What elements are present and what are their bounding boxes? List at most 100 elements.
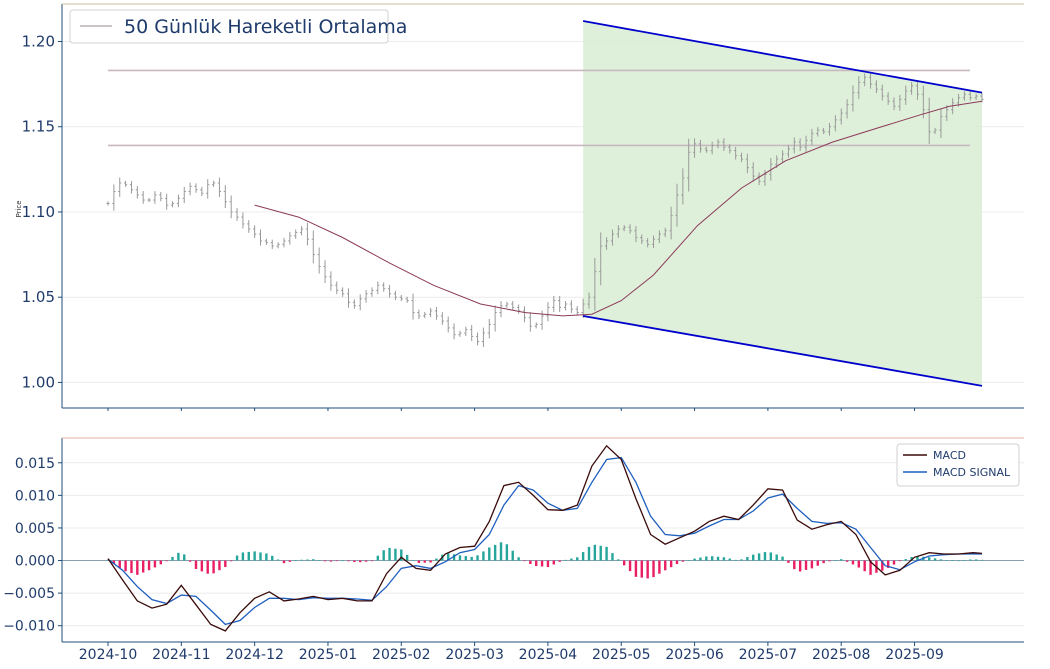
macd-histogram-bar [136, 560, 139, 575]
macd-histogram-bar [212, 560, 215, 574]
macd-histogram-bar [886, 560, 890, 568]
macd-histogram-bar [705, 556, 708, 561]
macd-histogram-bar [177, 552, 180, 561]
macd-histogram-bar [118, 560, 121, 569]
macd-histogram-bar [828, 560, 831, 562]
macd-histogram-bar [188, 560, 192, 562]
x-tick-label: 2024-11 [152, 647, 211, 663]
macd-histogram-bar [546, 560, 550, 568]
macd-y-tick-label: 0.000 [15, 554, 55, 570]
macd-histogram-bar [599, 545, 602, 561]
macd-histogram-bar [382, 550, 385, 561]
channel-lower-line [582, 315, 983, 387]
macd-histogram-bar [206, 560, 209, 574]
macd-histogram-bar [646, 560, 649, 579]
macd-histogram-bar [435, 558, 438, 561]
macd-histogram-bar [769, 552, 773, 561]
macd-histogram-bar [664, 560, 667, 571]
macd-histogram-bar [106, 559, 110, 561]
macd-histogram-bar [388, 547, 391, 561]
macd-histogram-bar [482, 551, 485, 561]
macd-histogram-bar [312, 559, 315, 561]
macd-histogram-bar [798, 560, 802, 572]
macd-histogram-bar [329, 560, 333, 562]
macd-histogram-bar [840, 559, 843, 561]
macd-histogram-bar [552, 560, 555, 565]
macd-histogram-bar [218, 560, 221, 571]
macd-legend: MACD MACD SIGNAL [896, 443, 1020, 487]
macd-histogram-bar [183, 554, 186, 561]
macd-histogram-bar [423, 560, 426, 563]
macd-grid [62, 462, 1024, 627]
macd-histogram-bar [564, 559, 567, 561]
macd-histogram-bar [300, 559, 303, 561]
macd-histogram-bar [323, 560, 327, 562]
sma-50-line [254, 100, 983, 317]
macd-histogram-bar [247, 551, 250, 561]
macd-histogram-bar [746, 557, 749, 561]
macd-histogram-bar [452, 554, 456, 561]
macd-histogram-bar [793, 560, 796, 570]
macd-histogram-bar [458, 555, 462, 561]
channel-fill-area [583, 21, 982, 386]
macd-histogram-bar [288, 560, 292, 562]
macd-histogram-bar [810, 560, 814, 569]
macd-histogram-bar [687, 560, 690, 561]
macd-histogram-bar [499, 542, 503, 561]
macd-histogram-bar [171, 557, 174, 561]
macd-histogram-bar [241, 552, 245, 561]
macd-histogram-bar [265, 553, 268, 561]
macd-histogram-bar [728, 558, 731, 561]
macd-histogram-bar [165, 560, 168, 562]
macd-histogram-bar [787, 560, 790, 563]
macd-histogram-bar [869, 560, 872, 575]
macd-histogram-bar [276, 559, 280, 561]
x-tick-label: 2025-04 [519, 647, 578, 663]
macd-histogram-bar [359, 560, 362, 563]
macd-histogram-bar [511, 550, 514, 561]
macd-histogram-bar [781, 556, 784, 561]
macd-legend-macd-label: MACD [933, 449, 966, 462]
macd-histogram-bar [341, 560, 344, 562]
macd-histogram-bar [476, 555, 479, 561]
price-y-tick-label: 1.20 [22, 33, 55, 51]
macd-histogram-bar [681, 560, 685, 562]
macd-histogram-bar [558, 560, 561, 562]
x-tick-label: 2024-10 [79, 647, 138, 663]
macd-histogram-bar [130, 560, 133, 574]
macd-histogram-bar [224, 560, 227, 568]
macd-histogram-bar [675, 560, 679, 565]
macd-histogram-bar [112, 560, 116, 565]
macd-legend-box [896, 443, 1020, 487]
price-legend: 50 Günlük Hareketli Ortalama [69, 9, 407, 44]
macd-histogram-bar [974, 559, 978, 561]
macd-histogram-bar [253, 551, 256, 561]
macd-histogram-bar [282, 560, 286, 564]
macd-histogram-bar [194, 560, 198, 570]
macd-histogram-bar [881, 560, 884, 571]
price-bars [106, 72, 984, 347]
macd-histogram-bar [493, 544, 497, 561]
macd-histogram-bar [628, 560, 632, 572]
macd-histogram-bar [928, 557, 931, 561]
price-legend-sma-label: 50 Günlük Hareketli Ortalama [124, 16, 407, 38]
macd-signal-line [107, 456, 982, 626]
macd-histogram-bar [529, 560, 532, 565]
macd-histogram-bar [505, 544, 509, 561]
macd-histogram-bar [306, 559, 309, 561]
macd-histogram-bar [834, 560, 837, 561]
x-tick-label: 2025-07 [739, 647, 798, 663]
macd-histogram-bar [517, 557, 520, 561]
macd-histogram-bar [857, 560, 861, 568]
macd-histogram-bar [669, 560, 673, 568]
macd-histogram-bar [376, 555, 380, 561]
macd-histogram-bar [969, 559, 972, 561]
x-tick-label: 2025-06 [665, 647, 724, 663]
macd-histogram-bar [951, 560, 954, 561]
price-y-tick-label: 1.05 [22, 288, 55, 306]
macd-histogram-bar [587, 546, 591, 561]
macd-histogram-bar [141, 560, 145, 573]
macd-histogram-bar [652, 560, 655, 578]
x-tick-label: 2025-09 [885, 647, 944, 663]
